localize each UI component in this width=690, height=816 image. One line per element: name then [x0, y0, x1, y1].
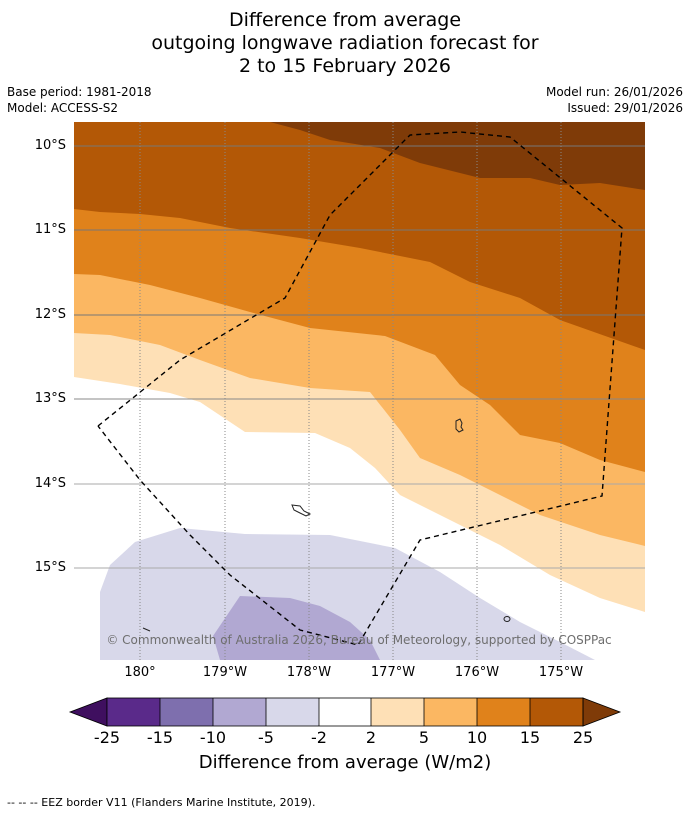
colorbar-label-2: 2 — [365, 728, 377, 747]
map-plot-area — [74, 122, 645, 660]
colorbar-swatch-9 — [530, 698, 583, 726]
copyright-notice: © Commonwealth of Australia 2026, Bureau… — [106, 633, 612, 647]
colorbar-swatch-2 — [160, 698, 213, 726]
colorbar-swatch-3 — [213, 698, 266, 726]
model-name: Model: ACCESS-S2 — [7, 101, 119, 115]
colorbar-label-10: 10 — [466, 728, 488, 747]
colorbar-label-15: 15 — [519, 728, 541, 747]
colorbar-swatch-6 — [371, 698, 424, 726]
colorbar-label-minus25: -25 — [93, 728, 121, 747]
lat-label-10s: 10°S — [34, 138, 66, 153]
lat-label-12s: 12°S — [34, 307, 66, 322]
model-run: Model run: 26/01/2026 — [545, 85, 683, 99]
colorbar-dividers — [159, 698, 531, 726]
colorbar-swatch-5 — [319, 698, 371, 726]
eez-border — [97, 131, 623, 646]
title-line-1: Difference from average — [228, 9, 462, 31]
lat-label-11s: 11°S — [34, 222, 66, 237]
colorbar-arrow-high — [582, 697, 622, 727]
colorbar-label-minus10: -10 — [199, 728, 227, 747]
colorbar-arrow-low — [68, 697, 108, 727]
colorbar-label-25: 25 — [572, 728, 594, 747]
lon-label-175w: 175°W — [538, 665, 584, 680]
band-minus10-minus5 — [213, 596, 380, 660]
title-line-3: 2 to 15 February 2026 — [238, 55, 452, 77]
lon-label-177w: 177°W — [370, 665, 416, 680]
colorbar-title: Difference from average (W/m2) — [198, 752, 492, 773]
band-25-plus — [270, 122, 645, 190]
lon-label-179w: 179°W — [202, 665, 248, 680]
title-line-2: outgoing longwave radiation forecast for — [151, 32, 539, 54]
gridlines — [74, 122, 645, 660]
colorbar-label-minus15: -15 — [146, 728, 174, 747]
colorbar-swatch-8 — [477, 698, 530, 726]
base-period: Base period: 1981-2018 — [7, 85, 152, 99]
lat-label-14s: 14°S — [34, 476, 66, 491]
lat-label-13s: 13°S — [34, 391, 66, 406]
lon-label-176w: 176°W — [454, 665, 500, 680]
island-outlines — [142, 418, 511, 632]
colorbar-swatch-4 — [266, 698, 319, 726]
issued-date: Issued: 29/01/2026 — [567, 101, 683, 115]
colorbar-swatch-7 — [424, 698, 477, 726]
colorbar-label-minus2: -2 — [311, 728, 327, 747]
colorbar-label-5: 5 — [418, 728, 430, 747]
lat-label-15s: 15°S — [34, 560, 66, 575]
colorbar-label-minus5: -5 — [258, 728, 274, 747]
colorbar-swatch-1 — [107, 698, 160, 726]
lon-label-180: 180° — [124, 665, 156, 680]
eez-footnote: -- -- -- EEZ border V11 (Flanders Marine… — [7, 796, 316, 809]
lon-label-178w: 178°W — [286, 665, 332, 680]
colorbar-frame — [106, 697, 584, 727]
